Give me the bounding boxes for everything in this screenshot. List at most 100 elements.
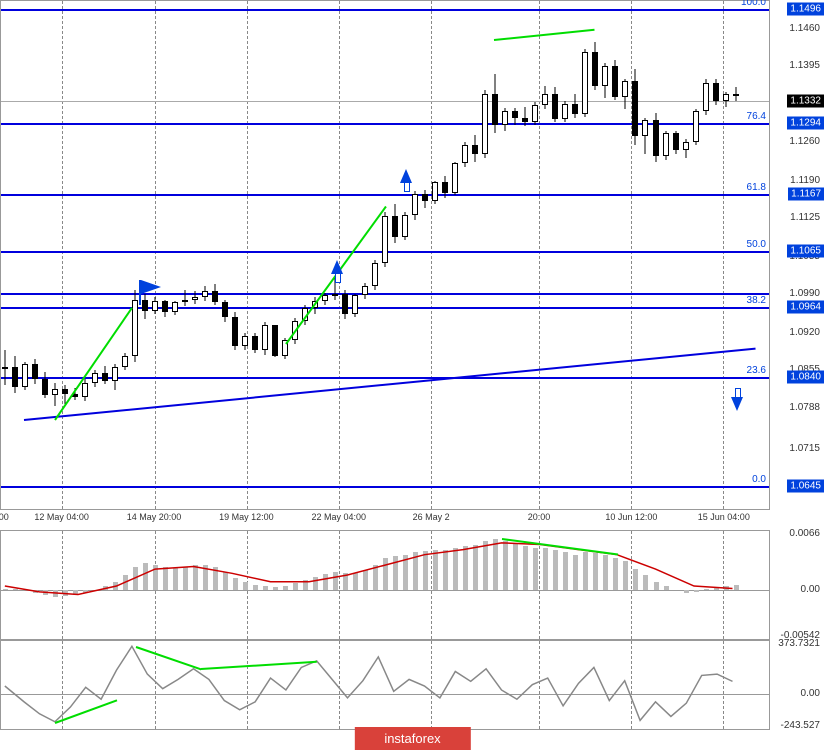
fib-price-label: 1.0645 xyxy=(787,480,824,493)
candle xyxy=(172,301,178,316)
candle xyxy=(92,370,98,387)
candle xyxy=(683,139,689,158)
x-tick-label: 26 May 2 xyxy=(413,512,450,522)
fib-price-label: 1.1496 xyxy=(787,2,824,15)
candle xyxy=(222,300,228,323)
price-chart[interactable]: 1.1496 100.0 1.1294 76.4 1.116761.8 1.1065 50.… xyxy=(0,0,825,530)
candle xyxy=(322,293,328,305)
candle xyxy=(663,131,669,160)
cci-plot xyxy=(0,640,770,730)
candle xyxy=(492,74,498,133)
y-tick-label: 1.0920 xyxy=(789,327,820,338)
candle xyxy=(512,108,518,125)
candle xyxy=(242,333,248,350)
signal-line xyxy=(1,531,769,639)
divergence-line xyxy=(494,29,594,41)
watermark: instaforex xyxy=(354,727,470,750)
current-price-line: 1.1332 xyxy=(1,101,769,102)
candle xyxy=(673,131,679,155)
candle xyxy=(412,191,418,219)
candle xyxy=(522,107,528,126)
price-plot: 1.1496100.01.129476.41.116761.81.106550.… xyxy=(0,0,770,510)
candle xyxy=(432,181,438,204)
candle xyxy=(713,79,719,105)
candle xyxy=(112,364,118,389)
macd-plot xyxy=(0,530,770,640)
fib-line: 1.096438.2 xyxy=(1,307,769,309)
grid-line xyxy=(339,1,340,509)
candle xyxy=(703,79,709,115)
grid-line xyxy=(539,1,540,509)
candle xyxy=(372,260,378,289)
candle xyxy=(82,379,88,402)
candle xyxy=(42,372,48,398)
candle xyxy=(733,87,739,102)
macd-y-axis: 0.00660.00-0.00542 xyxy=(770,530,825,640)
candle xyxy=(202,286,208,301)
y-tick-label: 1.0715 xyxy=(789,443,820,454)
candle xyxy=(582,49,588,117)
candle xyxy=(362,283,368,299)
candle xyxy=(342,290,348,320)
arrow-up-icon xyxy=(400,169,412,183)
cci-line xyxy=(1,641,769,729)
y-tick-label: 1.1395 xyxy=(789,60,820,71)
arrow-down-icon xyxy=(731,397,743,411)
candle xyxy=(402,212,408,240)
candle xyxy=(132,290,138,362)
candle xyxy=(592,42,598,90)
y-tick-label: 1.1260 xyxy=(789,136,820,147)
fib-level-text: 0.0 xyxy=(752,474,766,485)
candle xyxy=(572,94,578,118)
candle xyxy=(32,359,38,384)
fib-price-label: 1.0964 xyxy=(787,301,824,314)
cci-y-axis: 373.73210.00-243.527 xyxy=(770,640,825,730)
grid-line xyxy=(431,1,432,509)
candle xyxy=(602,63,608,98)
cci-y-label: 373.7321 xyxy=(778,638,820,649)
candle xyxy=(552,87,558,123)
y-tick-label: 1.1190 xyxy=(790,175,820,186)
fib-price-label: 1.1065 xyxy=(787,244,824,257)
fib-level-text: 50.0 xyxy=(747,239,766,250)
x-tick-label: 22 May 04:00 xyxy=(312,512,367,522)
candle xyxy=(452,162,458,196)
candle xyxy=(642,118,648,154)
fib-line: 1.06450.0 xyxy=(1,486,769,488)
candle xyxy=(162,300,168,317)
candle xyxy=(472,135,478,161)
x-tick-label: 19 May 12:00 xyxy=(219,512,274,522)
x-tick-label: 14 May 20:00 xyxy=(127,512,182,522)
fib-level-text: 76.4 xyxy=(747,111,766,122)
grid-line xyxy=(723,1,724,509)
candle xyxy=(723,92,729,107)
fib-price-label: 1.1294 xyxy=(787,116,824,129)
candle xyxy=(462,142,468,167)
divergence-line xyxy=(54,307,133,420)
cci-chart[interactable]: 373.73210.00-243.527 xyxy=(0,640,825,730)
candle xyxy=(612,60,618,99)
fib-line: 1.116761.8 xyxy=(1,194,769,196)
candle xyxy=(382,212,388,267)
y-tick-label: 1.0788 xyxy=(789,402,820,413)
macd-chart[interactable]: 0.00660.00-0.00542 xyxy=(0,530,825,640)
fib-level-text: 61.8 xyxy=(747,182,766,193)
candle xyxy=(632,69,638,145)
grid-line xyxy=(155,1,156,509)
candle xyxy=(12,356,18,393)
candle xyxy=(52,383,58,406)
candle xyxy=(262,322,268,355)
horizontal-line xyxy=(1,293,769,295)
cci-y-label: 0.00 xyxy=(801,688,820,699)
current-price-label: 1.1332 xyxy=(787,95,824,108)
candle xyxy=(102,366,108,384)
candle xyxy=(502,108,508,131)
candle xyxy=(352,294,358,317)
x-tick-label: 12 May 04:00 xyxy=(34,512,89,522)
x-tick-label: 2:00 xyxy=(0,512,9,522)
fib-level-text: 100.0 xyxy=(741,0,766,8)
candle xyxy=(482,90,488,158)
time-x-axis: 2:00 12 May 04:00 14 May 20:00 19 May 12:00… xyxy=(0,510,770,530)
candle xyxy=(562,101,568,122)
candle xyxy=(2,350,8,385)
